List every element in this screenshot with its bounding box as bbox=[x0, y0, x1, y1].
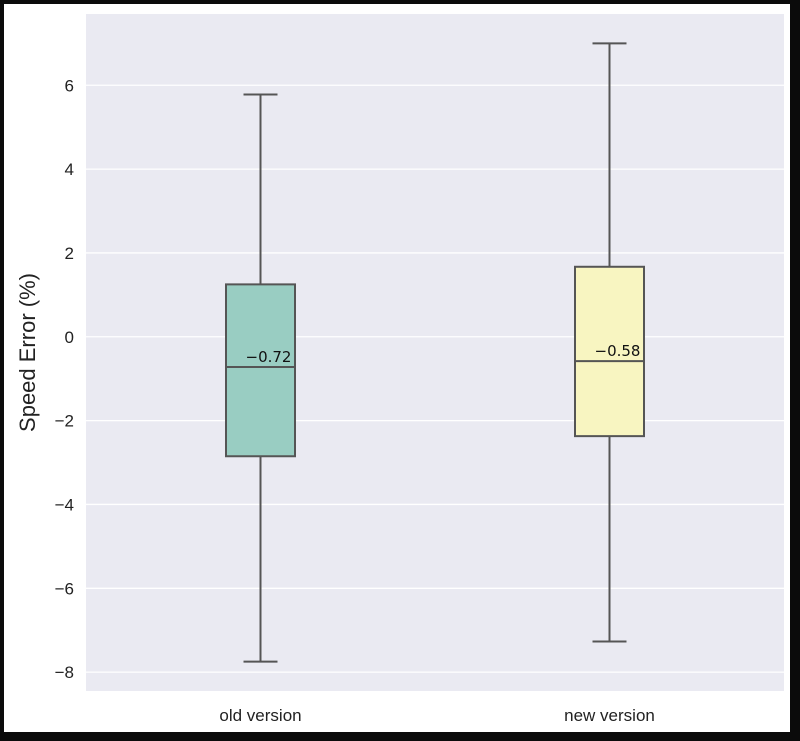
x-category-label: old version bbox=[219, 706, 301, 725]
plot-area bbox=[86, 14, 784, 691]
median-value-label: −0.58 bbox=[595, 342, 641, 360]
iqr-box bbox=[574, 265, 645, 438]
box-old-version: −0.72 bbox=[225, 93, 296, 663]
y-axis-ticks: 6 4 2 0 −2 −4 −6 −8 bbox=[55, 76, 74, 682]
x-axis-categories: old version new version bbox=[219, 706, 654, 725]
y-tick-label: 0 bbox=[65, 328, 74, 347]
y-tick-label: −8 bbox=[55, 663, 74, 682]
y-tick-label: −4 bbox=[55, 495, 74, 514]
iqr-box bbox=[225, 283, 296, 458]
box-series: −0.72 −0.58 bbox=[225, 42, 645, 663]
box-plot-chart: −0.72 −0.58 6 4 2 0 −2 −4 −6 −8 old version new v… bbox=[15, 14, 784, 725]
x-category-label: new version bbox=[564, 706, 655, 725]
y-tick-label: −2 bbox=[55, 412, 74, 431]
median-value-label: −0.72 bbox=[246, 348, 292, 366]
y-axis-label: Speed Error (%) bbox=[15, 273, 40, 432]
y-tick-label: −6 bbox=[55, 579, 74, 598]
figure-frame: −0.72 −0.58 6 4 2 0 −2 −4 −6 −8 old version new v… bbox=[4, 4, 790, 732]
grid-lines bbox=[86, 84, 784, 673]
y-tick-label: 2 bbox=[65, 244, 74, 263]
y-tick-label: 4 bbox=[65, 160, 74, 179]
box-new-version: −0.58 bbox=[574, 42, 645, 643]
y-tick-label: 6 bbox=[65, 76, 74, 95]
